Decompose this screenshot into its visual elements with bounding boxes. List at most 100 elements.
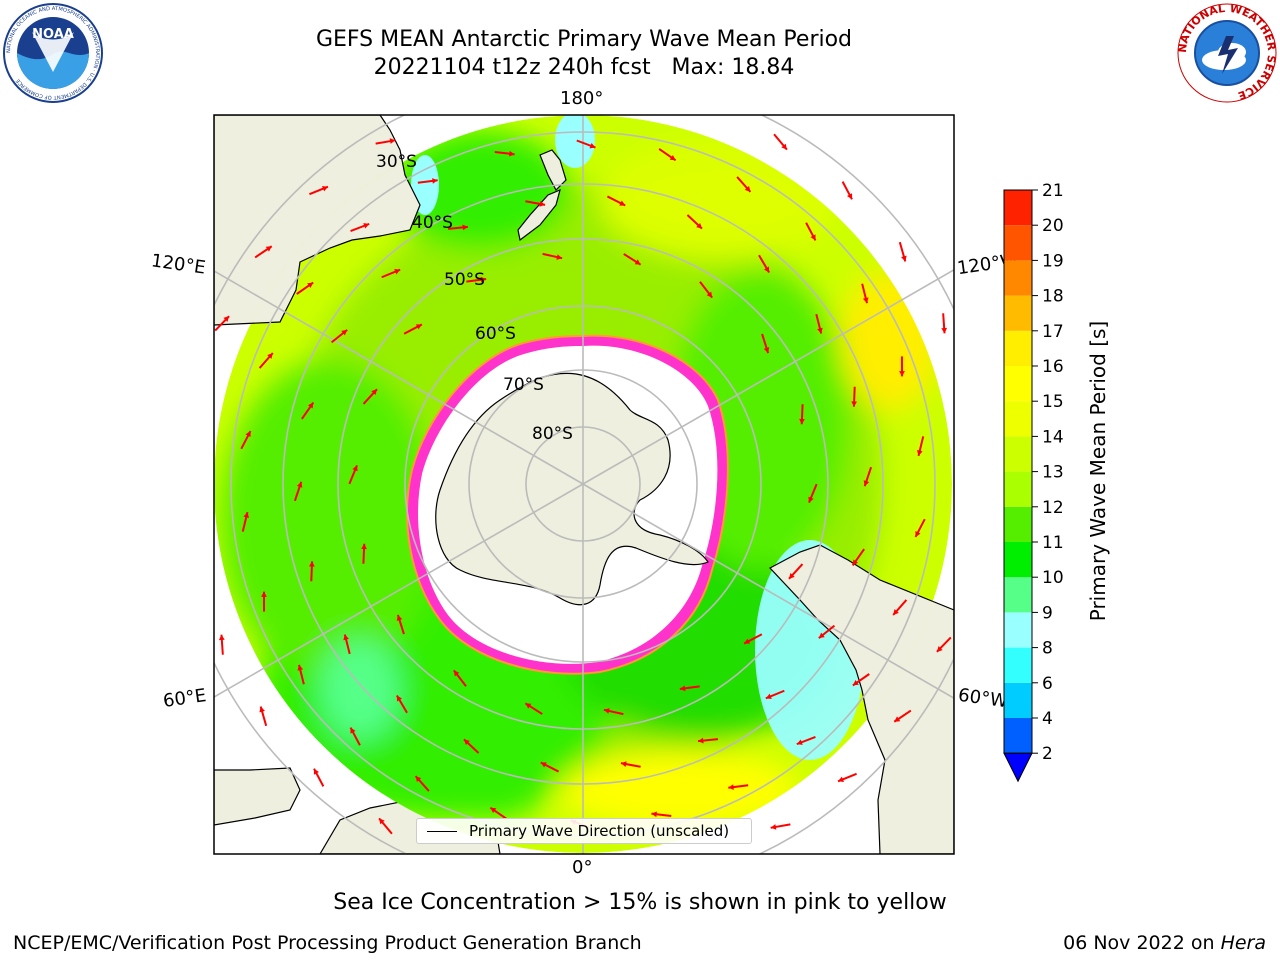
colorbar-tick-label: 4 bbox=[1042, 709, 1053, 729]
colorbar-bin bbox=[1004, 612, 1032, 648]
colorbar-tick-label: 16 bbox=[1042, 357, 1064, 377]
wave-arrow-head bbox=[763, 347, 770, 354]
wave-arrow-head bbox=[679, 685, 686, 692]
wave-arrow-head bbox=[589, 142, 596, 149]
wave-arrow-head bbox=[669, 154, 676, 161]
wave-arrow-head bbox=[556, 254, 563, 260]
wave-arrow-head bbox=[350, 727, 356, 734]
wave-arrow-head bbox=[308, 561, 315, 567]
wave-arrow-head bbox=[744, 186, 751, 192]
colorbar-bin bbox=[1004, 225, 1032, 261]
lat-label-80s: 80°S bbox=[532, 424, 573, 444]
lat-label-30s: 30°S bbox=[376, 152, 417, 172]
colorbar-tick-label: 12 bbox=[1042, 498, 1064, 518]
wave-arrow-head bbox=[763, 266, 770, 273]
colorbar-bin bbox=[1004, 577, 1032, 613]
lat-label-50s: 50°S bbox=[444, 270, 485, 290]
wave-arrow-head bbox=[817, 327, 823, 334]
colorbar-tick-label: 9 bbox=[1042, 603, 1053, 623]
wave-arrow-head bbox=[810, 234, 816, 241]
wave-arrow-head bbox=[396, 614, 403, 621]
wave-arrow-head bbox=[415, 776, 422, 782]
wave-arrow-head bbox=[851, 401, 858, 407]
wave-arrow-head bbox=[261, 591, 267, 597]
wave-arrow-head bbox=[462, 224, 468, 231]
colorbar-tick-label: 19 bbox=[1042, 251, 1064, 271]
colorbar-label: Primary Wave Mean Period [s] bbox=[1086, 320, 1110, 622]
colorbar-tick-label: 13 bbox=[1042, 463, 1064, 483]
colorbar-bin bbox=[1004, 401, 1032, 437]
colorbar-bin bbox=[1004, 542, 1032, 578]
footer-machine: Hera bbox=[1220, 932, 1266, 954]
wave-direction-arrows bbox=[214, 133, 952, 835]
wave-arrow-head bbox=[307, 402, 314, 409]
wave-arrow-head bbox=[634, 259, 641, 265]
wave-arrow-head bbox=[432, 178, 438, 184]
wave-arrow-head bbox=[744, 638, 751, 644]
footer-date: 06 Nov 2022 on Hera bbox=[1063, 932, 1266, 954]
wave-arrow-head bbox=[463, 739, 470, 746]
wave-arrow-head bbox=[361, 543, 367, 550]
wave-arrow-head bbox=[243, 512, 250, 518]
colorbar-bin bbox=[1004, 506, 1032, 542]
sea-ice-note: Sea Ice Concentration > 15% is shown in … bbox=[333, 890, 947, 915]
lon-label-180: 180° bbox=[560, 88, 604, 109]
wave-arrow-head bbox=[363, 223, 370, 229]
wave-arrow-head bbox=[267, 353, 273, 359]
wave-arrow-head bbox=[818, 632, 825, 639]
colorbar-tick-label: 15 bbox=[1042, 392, 1064, 412]
wave-arrow-head bbox=[936, 646, 943, 652]
wave-arrow-head bbox=[352, 465, 358, 472]
legend-label: Primary Wave Direction (unscaled) bbox=[469, 822, 730, 840]
wave-arrow-head bbox=[706, 291, 713, 298]
footer-credit: NCEP/EMC/Verification Post Processing Pr… bbox=[13, 932, 642, 954]
legend-line-swatch bbox=[427, 830, 457, 832]
wave-arrow-head bbox=[396, 695, 403, 702]
wave-arrow-head bbox=[480, 276, 487, 283]
colorbar-tick-label: 10 bbox=[1042, 568, 1064, 588]
wave-arrow-head bbox=[313, 768, 320, 775]
map-title: GEFS MEAN Antarctic Primary Wave Mean Pe… bbox=[315, 27, 853, 52]
wave-arrow-head bbox=[525, 703, 532, 709]
wave-arrow-head bbox=[863, 480, 870, 487]
wave-arrow-head bbox=[265, 246, 272, 252]
wave-arrow-head bbox=[915, 530, 921, 537]
wave-arrow-head bbox=[698, 737, 704, 744]
colorbar-bin bbox=[1004, 330, 1032, 366]
wave-arrow-head bbox=[415, 324, 422, 330]
wave-arrow-head bbox=[788, 573, 795, 579]
wave-arrow-head bbox=[223, 316, 230, 322]
wave-arrow-head bbox=[894, 716, 901, 722]
colorbar-tick-label: 8 bbox=[1042, 639, 1053, 659]
colorbar-bin bbox=[1004, 190, 1032, 226]
colorbar-tick-label: 21 bbox=[1042, 181, 1064, 201]
colorbar-bin bbox=[1004, 471, 1032, 507]
map-subtitle: 20221104 t12z 240h fcst Max: 18.84 bbox=[373, 55, 795, 80]
wave-arrow-head bbox=[371, 389, 378, 395]
wave-arrow-head bbox=[916, 450, 923, 456]
wave-arrow-head bbox=[781, 143, 787, 150]
colorbar-extend bbox=[1003, 752, 1033, 783]
land-antarctica bbox=[435, 372, 709, 606]
wave-arrow-head bbox=[490, 807, 497, 814]
colorbar: 2 4 6 8 9 10 11 12 13 14 15 16 17 18 19 20 21 bbox=[1003, 181, 1064, 783]
wave-arrow-head bbox=[846, 193, 853, 200]
wave-arrow-head bbox=[297, 664, 304, 671]
colorbar-bin bbox=[1004, 682, 1032, 718]
wave-arrow-head bbox=[765, 693, 772, 700]
colorbar-bin bbox=[1004, 718, 1032, 754]
wave-arrow-head bbox=[770, 824, 777, 830]
wave-arrow-head bbox=[245, 431, 251, 438]
colorbar-tick-label: 20 bbox=[1042, 216, 1064, 236]
wave-arrow-head bbox=[218, 634, 225, 641]
colorbar-bin bbox=[1004, 295, 1032, 331]
wave-arrow-head bbox=[696, 222, 703, 229]
wave-arrow-head bbox=[322, 186, 328, 192]
colorbar-tick-label: 18 bbox=[1042, 287, 1064, 307]
wave-arrow-head bbox=[379, 818, 385, 825]
colorbar-bin bbox=[1004, 436, 1032, 472]
wave-arrow-head bbox=[852, 559, 859, 566]
colorbar-tick-label: 14 bbox=[1042, 427, 1064, 447]
wave-arrow-head bbox=[799, 418, 805, 425]
